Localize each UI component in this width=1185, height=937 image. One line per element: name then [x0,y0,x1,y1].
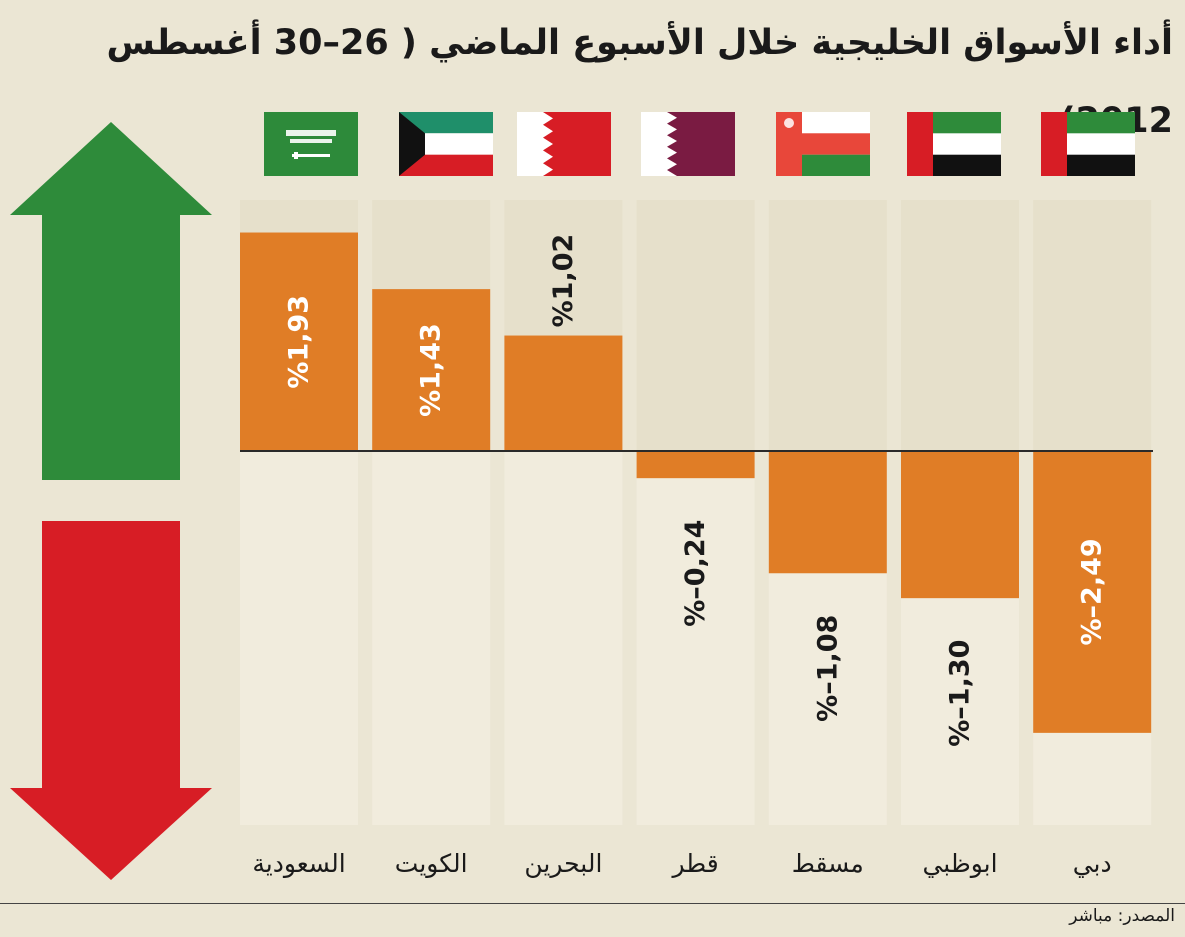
column-bg-bottom [240,451,358,825]
uae-flag-icon [907,112,1001,176]
data-label: %–1,08 [812,615,843,722]
column-bg-top [768,200,887,451]
category-label: قطر [670,849,718,878]
data-label: %–1,30 [945,640,976,747]
bahrain-flag-icon [517,112,611,176]
category-label: السعودية [252,849,345,878]
category-label: مسقط [792,849,864,878]
column-bg-bottom [636,451,755,825]
category-label: ابوظبي [922,849,997,878]
bar [1033,451,1152,733]
column-bg-bottom [372,451,491,825]
column-bg-bottom [504,451,623,825]
column-bg-top [901,200,1019,451]
category-label: الكويت [395,849,468,878]
qatar-flag-icon [641,112,735,176]
column-bg-top [636,200,755,451]
bar [901,451,1019,599]
saudi-flag-icon [264,112,358,176]
bar [768,451,887,574]
bar [636,451,755,479]
column-bg-top [1033,200,1152,451]
oman-flag-icon [776,112,870,176]
data-label: %–2,49 [1077,538,1108,645]
data-label: %1,43 [416,323,447,417]
category-label: البحرين [524,849,602,878]
down-arrow-icon [10,521,212,880]
bar [372,289,491,451]
category-label: دبي [1073,849,1112,878]
bar [504,335,623,451]
chart-canvas: %1,93 %1,43%1,02%–0,24%–1,08 %–1,30%–2,49 … [10,112,1153,880]
data-label: %–0,24 [680,520,711,627]
uae-flag-icon [1041,112,1135,176]
source-note: المصدر: مباشر [1069,906,1175,926]
data-label: %1,93 [284,295,315,389]
footer-divider [0,903,1185,904]
kuwait-flag-icon [399,112,493,176]
up-arrow-icon [10,122,212,480]
bar [240,232,358,451]
data-label: %1,02 [548,234,579,328]
